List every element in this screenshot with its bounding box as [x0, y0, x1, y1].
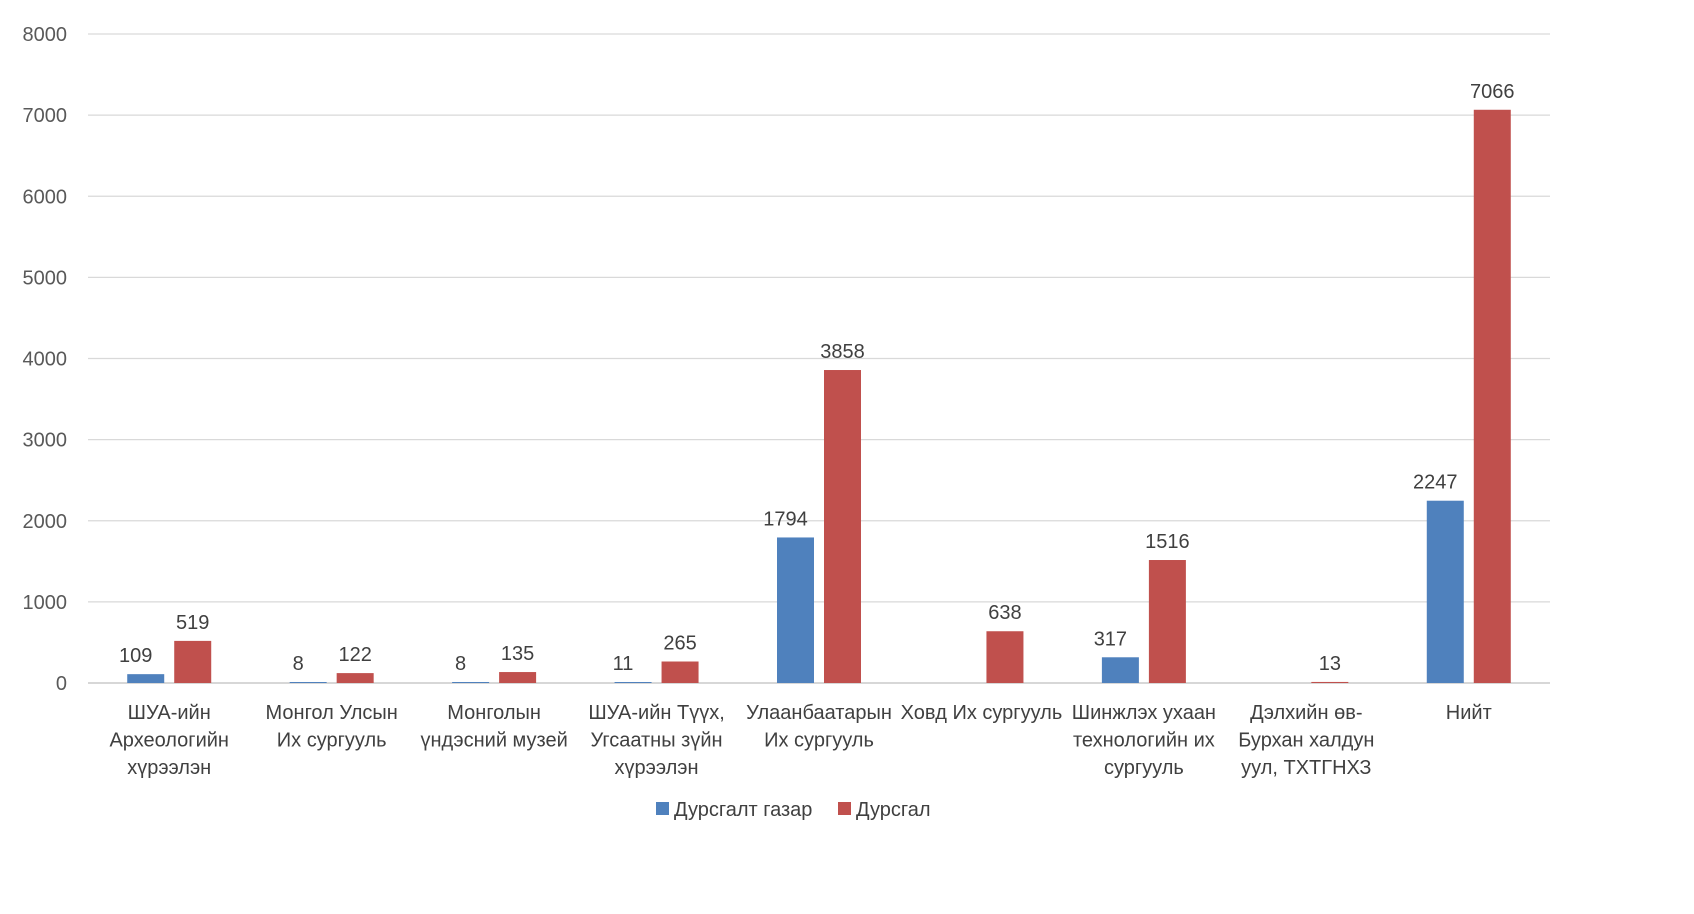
data-label: 8: [455, 653, 466, 675]
data-label: 109: [119, 645, 152, 667]
bar-dursgal: [986, 631, 1024, 683]
bar-dursgal: [824, 370, 861, 683]
data-label: 8: [293, 653, 304, 675]
gridlines: [88, 33, 1550, 684]
category-label: Шинжлэх ухаан технологийн их сургууль: [1072, 702, 1216, 779]
y-tick-label: 0: [56, 673, 67, 695]
y-tick-label: 6000: [23, 186, 68, 208]
bars: [127, 109, 1511, 683]
data-labels: 109 519 8 122 8 135 11 265 1794 3858 638 317 1516 13 2…: [119, 81, 1514, 675]
data-label: 1794: [763, 508, 808, 530]
y-tick-label: 2000: [23, 511, 68, 533]
category-label: ШУА-ийн Археологийн хүрээлэн: [109, 702, 229, 779]
data-label: 13: [1319, 653, 1341, 675]
data-label: 519: [176, 612, 209, 634]
bar-dursgal: [499, 672, 537, 683]
y-tick-label: 8000: [23, 24, 68, 46]
category-label: Нийт: [1446, 702, 1492, 724]
bar-dursgal: [336, 673, 374, 683]
data-label: 135: [501, 643, 534, 665]
bar-durgalt-gazar: [289, 682, 327, 683]
legend-swatch: [838, 802, 851, 815]
legend-item: Дурсгал: [856, 799, 931, 821]
bar-dursgal: [174, 640, 212, 683]
bar-dursgal: [1311, 681, 1349, 683]
y-tick-label: 1000: [23, 592, 68, 614]
y-axis-ticks: 0 1000 2000 3000 4000 5000 6000 7000 8000: [23, 24, 68, 695]
y-tick-label: 7000: [23, 105, 68, 127]
data-label: 1516: [1145, 531, 1190, 553]
data-label: 317: [1094, 628, 1127, 650]
bar-durgalt-gazar: [777, 537, 814, 683]
bar-durgalt-gazar: [1101, 657, 1139, 683]
y-tick-label: 4000: [23, 349, 68, 371]
data-label: 11: [613, 653, 634, 675]
legend-swatch: [656, 802, 669, 815]
data-label: 3858: [820, 341, 865, 363]
data-label: 122: [338, 644, 371, 666]
data-label: 638: [988, 602, 1021, 624]
legend: Дурсгалт газар Дурсгал: [656, 799, 931, 821]
category-label: Монголын үндэсний музей: [420, 702, 567, 752]
legend-item: Дурсгалт газар: [674, 799, 812, 821]
bar-durgalt-gazar: [1426, 500, 1464, 683]
data-label: 265: [663, 633, 696, 655]
category-label: Монгол Улсын Их сургууль: [266, 702, 398, 752]
bar-durgalt-gazar: [452, 682, 490, 683]
data-label: 7066: [1470, 81, 1515, 103]
bar-dursgal: [661, 661, 699, 683]
y-tick-label: 3000: [23, 430, 68, 452]
bar-dursgal: [1473, 109, 1511, 683]
bar-durgalt-gazar: [127, 674, 165, 683]
y-tick-label: 5000: [23, 267, 68, 289]
category-label: Улаанбаатарын Их сургууль: [746, 702, 892, 752]
category-label: Дэлхийн өв-Бурхан халдун уул, ТХТГНХЗ: [1238, 702, 1374, 779]
x-axis-categories: ШУА-ийн Археологийн хүрээлэн Монгол Улсын Их…: [109, 702, 1491, 779]
data-label: 2247: [1413, 472, 1458, 494]
bar-durgalt-gazar: [614, 682, 652, 683]
category-label: ШУА-ийн Түүх, Угсаатны зүйн хүрээлэн: [588, 702, 724, 779]
category-label: Ховд Их сургууль: [901, 702, 1063, 724]
bar-dursgal: [1148, 560, 1186, 683]
